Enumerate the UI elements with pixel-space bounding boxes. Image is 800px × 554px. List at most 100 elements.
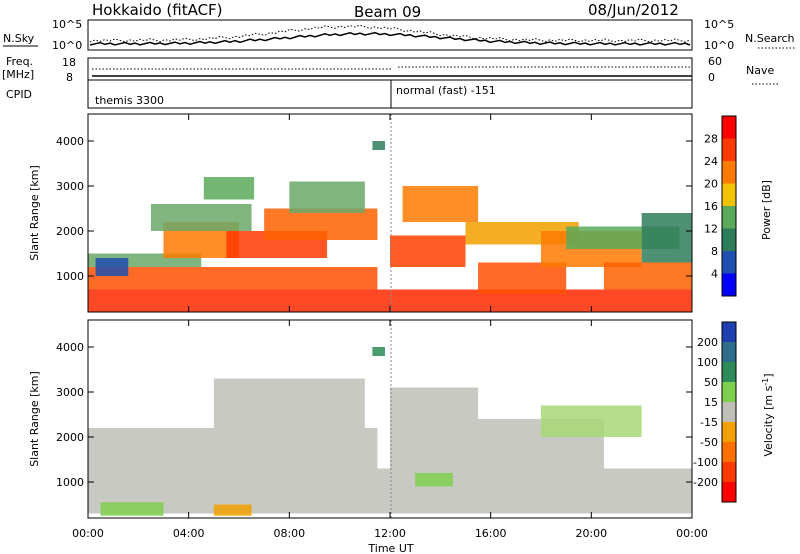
freq-unit-label: [MHz] bbox=[2, 68, 34, 81]
colorbar-segment bbox=[722, 422, 736, 443]
power-colorbar: 28 24 20 16 12 8 4 bbox=[704, 115, 737, 297]
station-title: Hokkaido (fitACF) bbox=[92, 1, 223, 19]
y-tick-label: 1000 bbox=[56, 270, 84, 283]
colorbar-segment bbox=[722, 362, 736, 383]
colorbar-tick-label: 16 bbox=[704, 200, 718, 213]
data-region bbox=[88, 468, 692, 514]
colorbar-frame bbox=[721, 321, 737, 503]
x-tick-label: 12:00 bbox=[374, 527, 406, 540]
data-region bbox=[390, 235, 466, 267]
power-colorbar-label: Power [dB] bbox=[760, 180, 773, 240]
y-tick-label: 2000 bbox=[56, 225, 84, 238]
data-region bbox=[150, 204, 252, 231]
data-region bbox=[372, 347, 385, 356]
power-y-axis-label: Slant Range [km] bbox=[28, 165, 41, 261]
velocity-colorbar-label-close: ] bbox=[762, 373, 775, 377]
colorbar-segment bbox=[722, 482, 736, 503]
colorbar-segment bbox=[722, 228, 736, 252]
data-region bbox=[203, 177, 255, 200]
colorbar-tick-label: 4 bbox=[711, 268, 718, 281]
velocity-colorbar-label-main: Velocity [m s bbox=[762, 385, 775, 456]
data-region bbox=[390, 387, 479, 469]
colorbar-segment bbox=[722, 322, 736, 343]
velocity-y-axis-label: Slant Range [km] bbox=[28, 371, 41, 467]
date-title: 08/Jun/2012 bbox=[588, 1, 679, 19]
data-region bbox=[100, 502, 164, 516]
colorbar-segment bbox=[722, 116, 736, 139]
nsearch-label: N.Search bbox=[745, 32, 795, 45]
colorbar-segment bbox=[722, 342, 736, 363]
data-region bbox=[641, 213, 692, 263]
velocity-regions bbox=[88, 347, 692, 516]
colorbar-tick-label: 8 bbox=[711, 245, 718, 258]
colorbar-tick-label: -100 bbox=[693, 456, 718, 469]
velocity-y-ticks: 1000 2000 3000 4000 bbox=[56, 341, 692, 489]
colorbar-segment bbox=[722, 161, 736, 184]
velocity-colorbar-label-exp: -1 bbox=[761, 378, 770, 386]
velocity-colorbar: 200 100 50 15 -15 -50 -100 -200 bbox=[693, 321, 737, 503]
x-tick-label: 04:00 bbox=[173, 527, 205, 540]
nsky-line bbox=[89, 31, 691, 46]
data-region bbox=[478, 262, 567, 294]
x-tick-label: 00:00 bbox=[676, 527, 708, 540]
nave-label: Nave bbox=[746, 64, 774, 77]
colorbar-segment bbox=[722, 462, 736, 483]
colorbar-segment bbox=[722, 183, 736, 207]
cpid-segment-2: normal (fast) -151 bbox=[396, 84, 496, 97]
y-tick-label: 2000 bbox=[56, 431, 84, 444]
colorbar-tick-label: 100 bbox=[697, 356, 718, 369]
x-tick-label: 00:00 bbox=[72, 527, 104, 540]
nsearch-tick-top: 10^5 bbox=[704, 18, 734, 31]
x-tick-label: 08:00 bbox=[273, 527, 305, 540]
colorbar-segment bbox=[722, 273, 736, 297]
nave-tick-bottom: 0 bbox=[708, 71, 715, 84]
time-x-ticks: 00:00 04:00 08:00 12:00 16:00 20:00 00:00 bbox=[72, 114, 708, 540]
colorbar-segment bbox=[722, 206, 736, 229]
cpid-label: CPID bbox=[6, 88, 32, 101]
y-tick-label: 3000 bbox=[56, 386, 84, 399]
colorbar-tick-label: 24 bbox=[704, 155, 718, 168]
freq-label: Freq. bbox=[6, 55, 33, 68]
colorbar-tick-label: 200 bbox=[697, 336, 718, 349]
colorbar-tick-label: -200 bbox=[693, 476, 718, 489]
data-region bbox=[88, 289, 692, 312]
colorbar-tick-label: 50 bbox=[704, 376, 718, 389]
nsky-label: N.Sky bbox=[3, 32, 35, 45]
power-regions bbox=[88, 141, 692, 312]
x-tick-label: 20:00 bbox=[575, 527, 607, 540]
nsky-trace bbox=[89, 24, 691, 46]
nsky-tick-bottom: 10^0 bbox=[52, 39, 82, 52]
nave-tick-top: 60 bbox=[708, 55, 722, 68]
nsearch-tick-bottom: 10^0 bbox=[704, 39, 734, 52]
data-region bbox=[88, 428, 378, 469]
data-region bbox=[264, 208, 378, 240]
beam-title: Beam 09 bbox=[354, 3, 421, 21]
data-region bbox=[415, 473, 453, 487]
colorbar-tick-label: 28 bbox=[704, 133, 718, 146]
colorbar-segment bbox=[722, 138, 736, 162]
y-tick-label: 4000 bbox=[56, 135, 84, 148]
data-region bbox=[372, 141, 385, 150]
colorbar-segment bbox=[722, 442, 736, 463]
colorbar-segment bbox=[722, 402, 736, 423]
colorbar-tick-label: 12 bbox=[704, 223, 718, 236]
nsky-panel-frame bbox=[87, 19, 693, 51]
data-region bbox=[213, 378, 365, 428]
cpid-segment-1: themis 3300 bbox=[95, 94, 164, 107]
data-region bbox=[88, 267, 378, 290]
y-tick-label: 1000 bbox=[56, 476, 84, 489]
y-tick-label: 3000 bbox=[56, 180, 84, 193]
cpid-panel-frame bbox=[87, 79, 693, 109]
colorbar-tick-label: 15 bbox=[704, 396, 718, 409]
data-region bbox=[402, 186, 479, 222]
nsearch-line bbox=[89, 24, 691, 43]
data-region bbox=[289, 181, 365, 213]
colorbar-segment bbox=[722, 251, 736, 274]
freq-tick-top: 18 bbox=[62, 56, 76, 69]
colorbar-tick-label: -50 bbox=[700, 436, 718, 449]
nsky-tick-top: 10^5 bbox=[52, 18, 82, 31]
data-region bbox=[541, 405, 642, 437]
velocity-colorbar-label: Velocity [m s-1] bbox=[761, 373, 775, 456]
freq-tick-bottom: 8 bbox=[66, 71, 73, 84]
